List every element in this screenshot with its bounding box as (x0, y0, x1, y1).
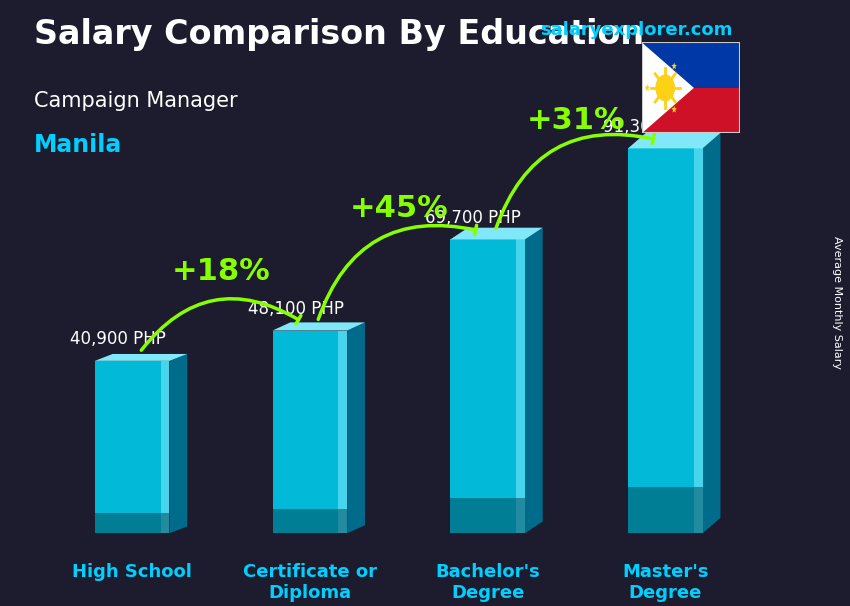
Polygon shape (450, 239, 525, 533)
Text: Master's
Degree: Master's Degree (622, 563, 709, 602)
Polygon shape (525, 228, 542, 533)
Polygon shape (273, 322, 365, 330)
Polygon shape (672, 105, 677, 113)
Polygon shape (450, 228, 542, 239)
Polygon shape (628, 148, 703, 533)
Polygon shape (169, 354, 187, 533)
Polygon shape (95, 354, 187, 361)
Polygon shape (642, 88, 740, 133)
Polygon shape (642, 42, 694, 133)
Text: +45%: +45% (349, 194, 448, 223)
Circle shape (656, 75, 674, 101)
Text: +31%: +31% (527, 105, 626, 135)
Polygon shape (450, 498, 525, 533)
Text: Average Monthly Salary: Average Monthly Salary (832, 236, 842, 370)
Text: Campaign Manager: Campaign Manager (34, 91, 238, 111)
Text: 48,100 PHP: 48,100 PHP (247, 300, 343, 318)
Polygon shape (95, 513, 169, 533)
Text: High School: High School (72, 563, 192, 581)
Polygon shape (273, 330, 347, 533)
Polygon shape (516, 239, 525, 533)
Polygon shape (161, 361, 169, 533)
Polygon shape (642, 42, 740, 88)
Text: 69,700 PHP: 69,700 PHP (426, 209, 521, 227)
Text: salaryexplorer.com: salaryexplorer.com (540, 21, 732, 39)
Polygon shape (644, 84, 650, 91)
Text: 40,900 PHP: 40,900 PHP (70, 330, 166, 348)
Polygon shape (694, 148, 703, 533)
Text: +18%: +18% (172, 258, 270, 287)
Text: Manila: Manila (34, 133, 122, 158)
Text: 91,300 PHP: 91,300 PHP (603, 118, 700, 136)
Polygon shape (273, 509, 347, 533)
Polygon shape (628, 487, 703, 533)
Polygon shape (628, 133, 721, 148)
Polygon shape (338, 330, 347, 533)
Text: Certificate or
Diploma: Certificate or Diploma (243, 563, 377, 602)
Polygon shape (672, 62, 677, 69)
Polygon shape (347, 322, 365, 533)
Polygon shape (703, 133, 721, 533)
Text: Salary Comparison By Education: Salary Comparison By Education (34, 18, 644, 51)
Polygon shape (95, 361, 169, 533)
Text: Bachelor's
Degree: Bachelor's Degree (435, 563, 540, 602)
